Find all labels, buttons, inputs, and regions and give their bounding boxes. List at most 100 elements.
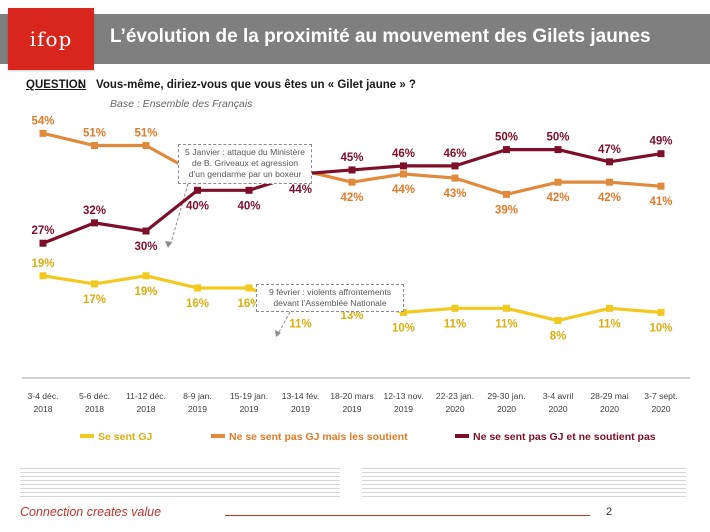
- data-point-marker: [503, 146, 510, 154]
- data-point-marker: [554, 146, 562, 154]
- x-tick-label: 3-7 sept. 2020: [644, 391, 677, 414]
- data-point-marker: [142, 227, 150, 235]
- data-point-marker: [554, 317, 562, 325]
- question-label: QUESTION: [26, 79, 87, 91]
- data-point-marker: [503, 304, 510, 312]
- data-label: 16%: [237, 298, 260, 310]
- x-tick-label: 3-4 déc. 2018: [27, 391, 58, 414]
- data-point-marker: [606, 158, 613, 166]
- data-label: 11%: [495, 318, 517, 330]
- data-point-marker: [245, 284, 253, 292]
- x-tick-label: 15-19 jan. 2019: [230, 391, 268, 414]
- legend-item-se-sent-gj: Se sent GJ: [80, 431, 152, 443]
- data-point-marker: [348, 178, 356, 186]
- data-point-marker: [657, 150, 665, 158]
- annotation-jan5-arrowhead: [165, 241, 172, 248]
- data-point-marker: [142, 272, 150, 280]
- data-label: 30%: [134, 241, 157, 253]
- question-colon: :: [79, 79, 83, 91]
- data-label: 11%: [289, 318, 311, 330]
- data-label: 8%: [550, 331, 567, 343]
- data-point-marker: [400, 170, 407, 178]
- x-tick-label: 29-30 jan. 2020: [487, 391, 525, 414]
- data-label: 46%: [443, 148, 466, 160]
- data-label: 19%: [31, 258, 54, 270]
- data-label: 10%: [649, 322, 672, 334]
- ifop-logo: ifop: [8, 8, 94, 70]
- data-point-marker: [606, 304, 613, 312]
- data-label: 49%: [649, 136, 672, 148]
- page-title: L’évolution de la proximité au mouvement…: [110, 26, 651, 47]
- fine-print-left: [20, 468, 340, 500]
- data-label: 51%: [83, 128, 106, 140]
- data-point-marker: [657, 182, 665, 190]
- data-label: 39%: [495, 204, 518, 216]
- data-point-marker: [657, 308, 665, 316]
- data-label: 16%: [186, 298, 209, 310]
- legend-label: Ne se sent pas GJ et ne soutient pas: [473, 431, 656, 443]
- annotation-jan5-arrow: [169, 183, 189, 247]
- x-tick-label: 22-23 jan. 2020: [436, 391, 474, 414]
- legend-item-ne-soutient-pas: Ne se sent pas GJ et ne soutient pas: [455, 431, 656, 443]
- legend-swatch: [455, 434, 469, 439]
- data-label: 54%: [31, 115, 54, 127]
- legend-item-soutient: Ne se sent pas GJ mais les soutient: [211, 431, 408, 443]
- data-label: 13%: [340, 310, 363, 322]
- legend-swatch: [211, 434, 225, 439]
- data-label: 45%: [340, 152, 363, 164]
- x-tick-label: 18-20 mars 2019: [330, 391, 373, 414]
- data-point-marker: [91, 142, 98, 150]
- data-label: 19%: [134, 286, 157, 298]
- data-label: 44%: [392, 184, 415, 196]
- x-tick-label: 8-9 jan. 2019: [183, 391, 212, 414]
- footer-rule: [225, 515, 590, 516]
- data-label: 11%: [598, 318, 620, 330]
- question-text: Vous-même, diriez-vous que vous êtes un …: [96, 79, 416, 91]
- data-label: 42%: [340, 192, 363, 204]
- sample-base: Base : Ensemble des Français: [110, 98, 253, 110]
- data-label: 46%: [392, 148, 415, 160]
- footer-tagline: Connection creates value: [20, 505, 162, 519]
- data-label: 40%: [186, 200, 209, 212]
- data-label: 51%: [134, 128, 157, 140]
- data-point-marker: [39, 272, 47, 280]
- annotation-feb9: 9 février : violents affrontements devan…: [256, 284, 404, 312]
- data-label: 42%: [546, 192, 569, 204]
- data-point-marker: [348, 166, 356, 174]
- data-point-marker: [606, 178, 613, 186]
- data-label: 47%: [598, 144, 621, 156]
- title-bar: [0, 14, 710, 64]
- data-label: 17%: [83, 294, 106, 306]
- legend-swatch: [80, 434, 94, 439]
- x-tick-label: 13-14 fév. 2019: [282, 391, 320, 414]
- x-tick-label: 12-13 nov. 2019: [384, 391, 424, 414]
- data-point-marker: [503, 190, 510, 198]
- data-label: 10%: [392, 322, 415, 334]
- legend-label: Ne se sent pas GJ mais les soutient: [229, 431, 408, 443]
- data-point-marker: [39, 129, 47, 137]
- data-label: 50%: [546, 132, 569, 144]
- data-label: 43%: [443, 188, 466, 200]
- data-point-marker: [400, 162, 407, 170]
- data-label: 42%: [598, 192, 621, 204]
- data-point-marker: [554, 178, 562, 186]
- page-number: 2: [606, 506, 613, 518]
- x-tick-label: 28-29 mai 2020: [590, 391, 628, 414]
- legend-label: Se sent GJ: [98, 431, 153, 443]
- data-label: 32%: [83, 205, 106, 217]
- x-tick-label: 3-4 avril 2020: [543, 391, 574, 414]
- x-tick-label: 11-12 déc. 2018: [126, 391, 166, 414]
- data-point-marker: [91, 219, 98, 227]
- data-point-marker: [142, 142, 150, 150]
- data-point-marker: [451, 304, 459, 312]
- annotation-feb9-arrow: [277, 311, 291, 335]
- data-label: 44%: [289, 184, 312, 196]
- data-label: 11%: [444, 318, 466, 330]
- data-label: 41%: [649, 196, 672, 208]
- data-label: 40%: [237, 200, 260, 212]
- data-label: 50%: [495, 132, 518, 144]
- data-point-marker: [194, 284, 201, 292]
- data-label: 27%: [31, 225, 54, 237]
- data-point-marker: [39, 239, 47, 247]
